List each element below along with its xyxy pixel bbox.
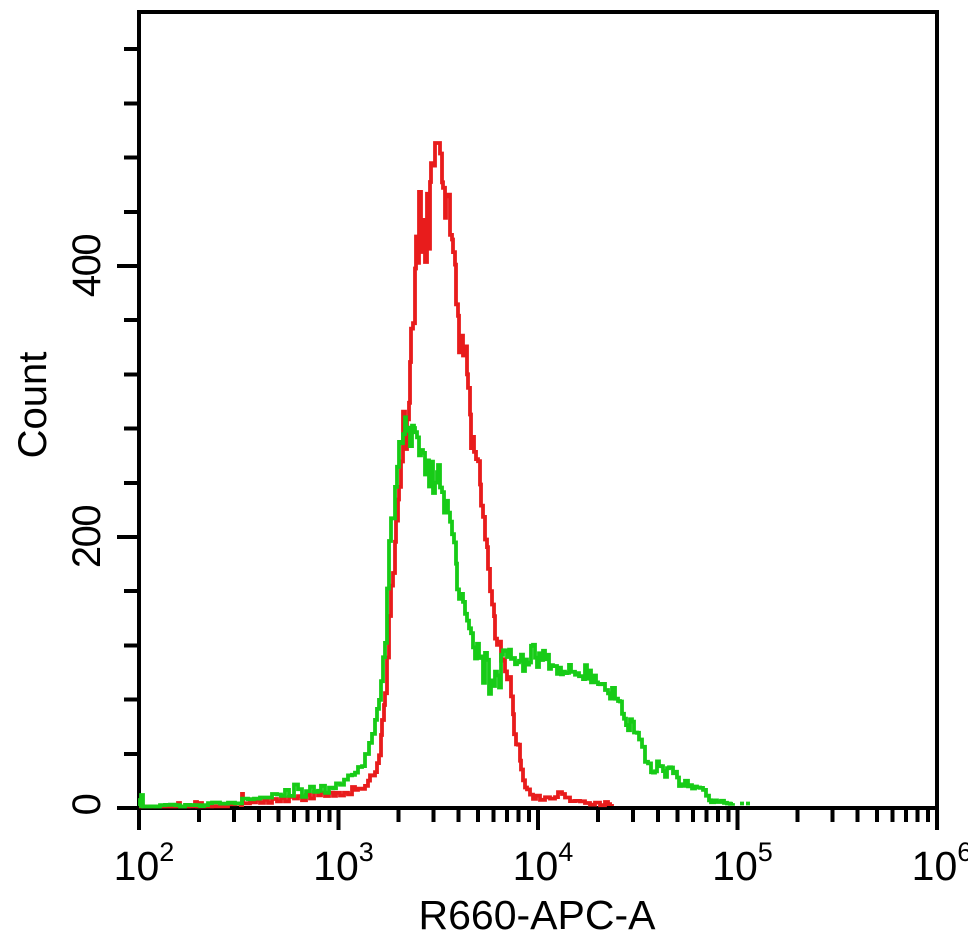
svg-text:104: 104 xyxy=(513,837,574,889)
svg-text:Count: Count xyxy=(11,352,55,459)
svg-text:102: 102 xyxy=(114,837,175,889)
svg-text:103: 103 xyxy=(313,837,374,889)
svg-text:400: 400 xyxy=(65,235,109,297)
svg-text:200: 200 xyxy=(65,506,109,568)
svg-text:0: 0 xyxy=(65,794,109,815)
svg-text:R660-APC-A: R660-APC-A xyxy=(419,892,657,938)
svg-text:106: 106 xyxy=(912,837,968,889)
svg-text:105: 105 xyxy=(712,837,773,889)
